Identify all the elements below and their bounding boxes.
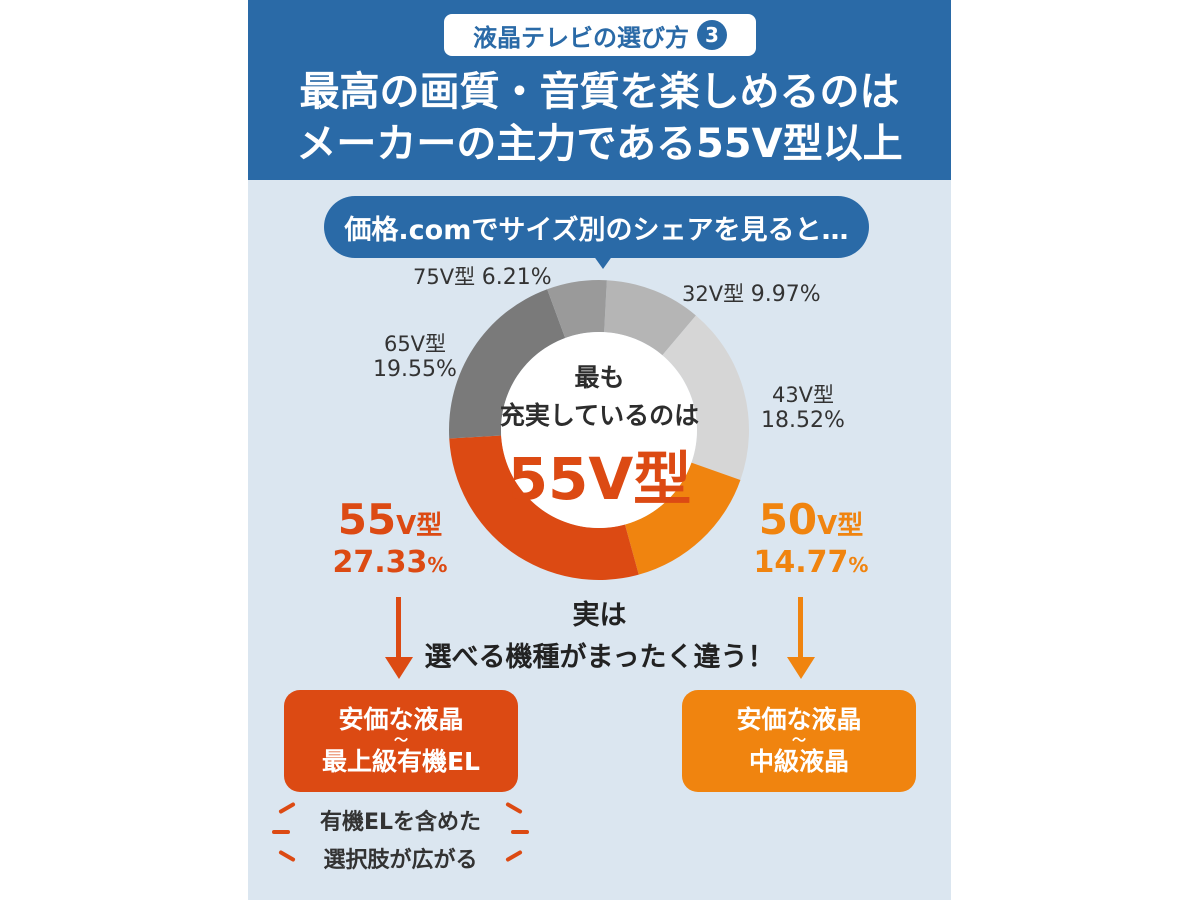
label-50-pct-unit: % [848, 553, 869, 577]
right-arrow-shaft [798, 597, 803, 659]
infographic-panel: 液晶テレビの選び方 3 最高の画質・音質を楽しめるのは メーカーの主力である55… [248, 0, 951, 900]
right-box-line-2: 中級液晶 [748, 747, 849, 776]
label-55: 55V型 27.33% [310, 496, 470, 582]
label-50: 50V型 14.77% [726, 496, 896, 582]
donut-slice-65V型 [449, 289, 566, 439]
label-55-num: 55 [337, 495, 397, 544]
label-43: 43V型 18.52% [753, 382, 853, 434]
middle-line-2: 選べる機種がまったく違う！ [424, 642, 775, 673]
right-box-tilde: 〜 [792, 733, 806, 749]
header-banner: 液晶テレビの選び方 3 最高の画質・音質を楽しめるのは メーカーの主力である55… [248, 0, 951, 180]
label-50-unit: V型 [817, 511, 864, 541]
label-55-pct-unit: % [427, 553, 448, 577]
left-result-box: 安価な液晶 〜 最上級有機EL [284, 690, 518, 792]
label-75-pct: 6.21% [481, 265, 552, 290]
left-box-line-2: 最上級有機EL [321, 747, 480, 776]
label-32-name: 32V型 [682, 282, 745, 306]
tag-number-badge: 3 [697, 20, 727, 50]
speech-bubble-tail [593, 255, 613, 269]
right-arrow-head [787, 657, 815, 679]
left-arrow-head [385, 657, 413, 679]
right-box-line-1: 安価な液晶 [736, 705, 862, 734]
label-43-pct: 18.52% [761, 408, 845, 433]
label-75-name: 75V型 [413, 265, 476, 289]
share-donut-chart [449, 280, 749, 580]
speech-bubble: 価格.comでサイズ別のシェアを見ると… [324, 196, 869, 258]
left-arrow-shaft [396, 597, 401, 659]
label-65-pct: 19.55% [373, 357, 457, 382]
label-50-pct: 14.77 [753, 545, 849, 580]
donut-slice-50V型 [624, 462, 741, 575]
label-65-name: 65V型 [383, 332, 447, 356]
label-32: 32V型 9.97% [682, 281, 821, 308]
title-line-1: 最高の画質・音質を楽しめるのは [299, 69, 900, 115]
label-65: 65V型 19.55% [360, 331, 470, 383]
center-line-2: 充実しているのは [499, 401, 700, 430]
center-line-1: 最も [574, 363, 625, 392]
title-line-2: メーカーの主力である55V型以上 [296, 121, 903, 167]
donut-center [501, 332, 697, 528]
label-50-num: 50 [758, 495, 818, 544]
emphasis-mark [272, 830, 290, 834]
section-tag: 液晶テレビの選び方 3 [444, 14, 756, 56]
label-55-pct: 27.33 [332, 545, 428, 580]
tag-label: 液晶テレビの選び方 [473, 23, 689, 52]
middle-line-1: 実は [572, 600, 627, 631]
center-highlight: 55V型 [507, 445, 692, 513]
label-55-unit: V型 [396, 511, 443, 541]
left-box-tilde: 〜 [394, 733, 408, 749]
label-75: 75V型 6.21% [413, 264, 552, 291]
donut-slice-75V型 [547, 280, 607, 339]
emphasis-mark [511, 830, 529, 834]
donut-slice-55V型 [449, 435, 639, 580]
right-result-box: 安価な液晶 〜 中級液晶 [682, 690, 916, 792]
note-line-2: 選択肢が広がる [323, 848, 478, 873]
donut-slice-43V型 [662, 315, 749, 480]
label-43-name: 43V型 [771, 383, 835, 407]
label-32-pct: 9.97% [750, 282, 821, 307]
left-box-line-1: 安価な液晶 [338, 705, 464, 734]
note-line-1: 有機ELを含めた [319, 810, 482, 835]
donut-slice-32V型 [604, 280, 696, 356]
